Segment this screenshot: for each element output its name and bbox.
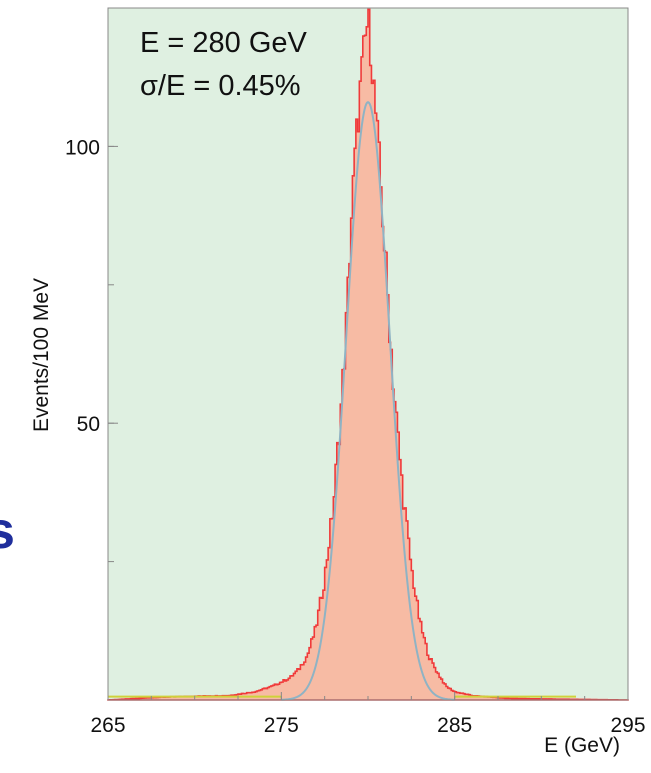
x-tick-label: 285 [437, 714, 472, 737]
x-tick-label: 265 [90, 714, 125, 737]
x-tick-label: 275 [264, 714, 299, 737]
y-axis-title: Events/100 MeV [30, 278, 53, 432]
partial-side-text: s [0, 502, 15, 560]
annotation-energy: E = 280 GeV [140, 27, 308, 59]
gaussian-fit-line [281, 100, 455, 701]
annotation-resolution: σ/E = 0.45% [140, 70, 301, 102]
x-tick-label: 295 [610, 714, 645, 737]
y-tick-label: 100 [65, 136, 100, 159]
plot-frame [107, 7, 629, 701]
x-axis-title: E (GeV) [544, 734, 620, 757]
y-tick-label: 50 [77, 413, 100, 436]
axis-ticks: 265 275 285 295 50 100 [65, 7, 646, 737]
